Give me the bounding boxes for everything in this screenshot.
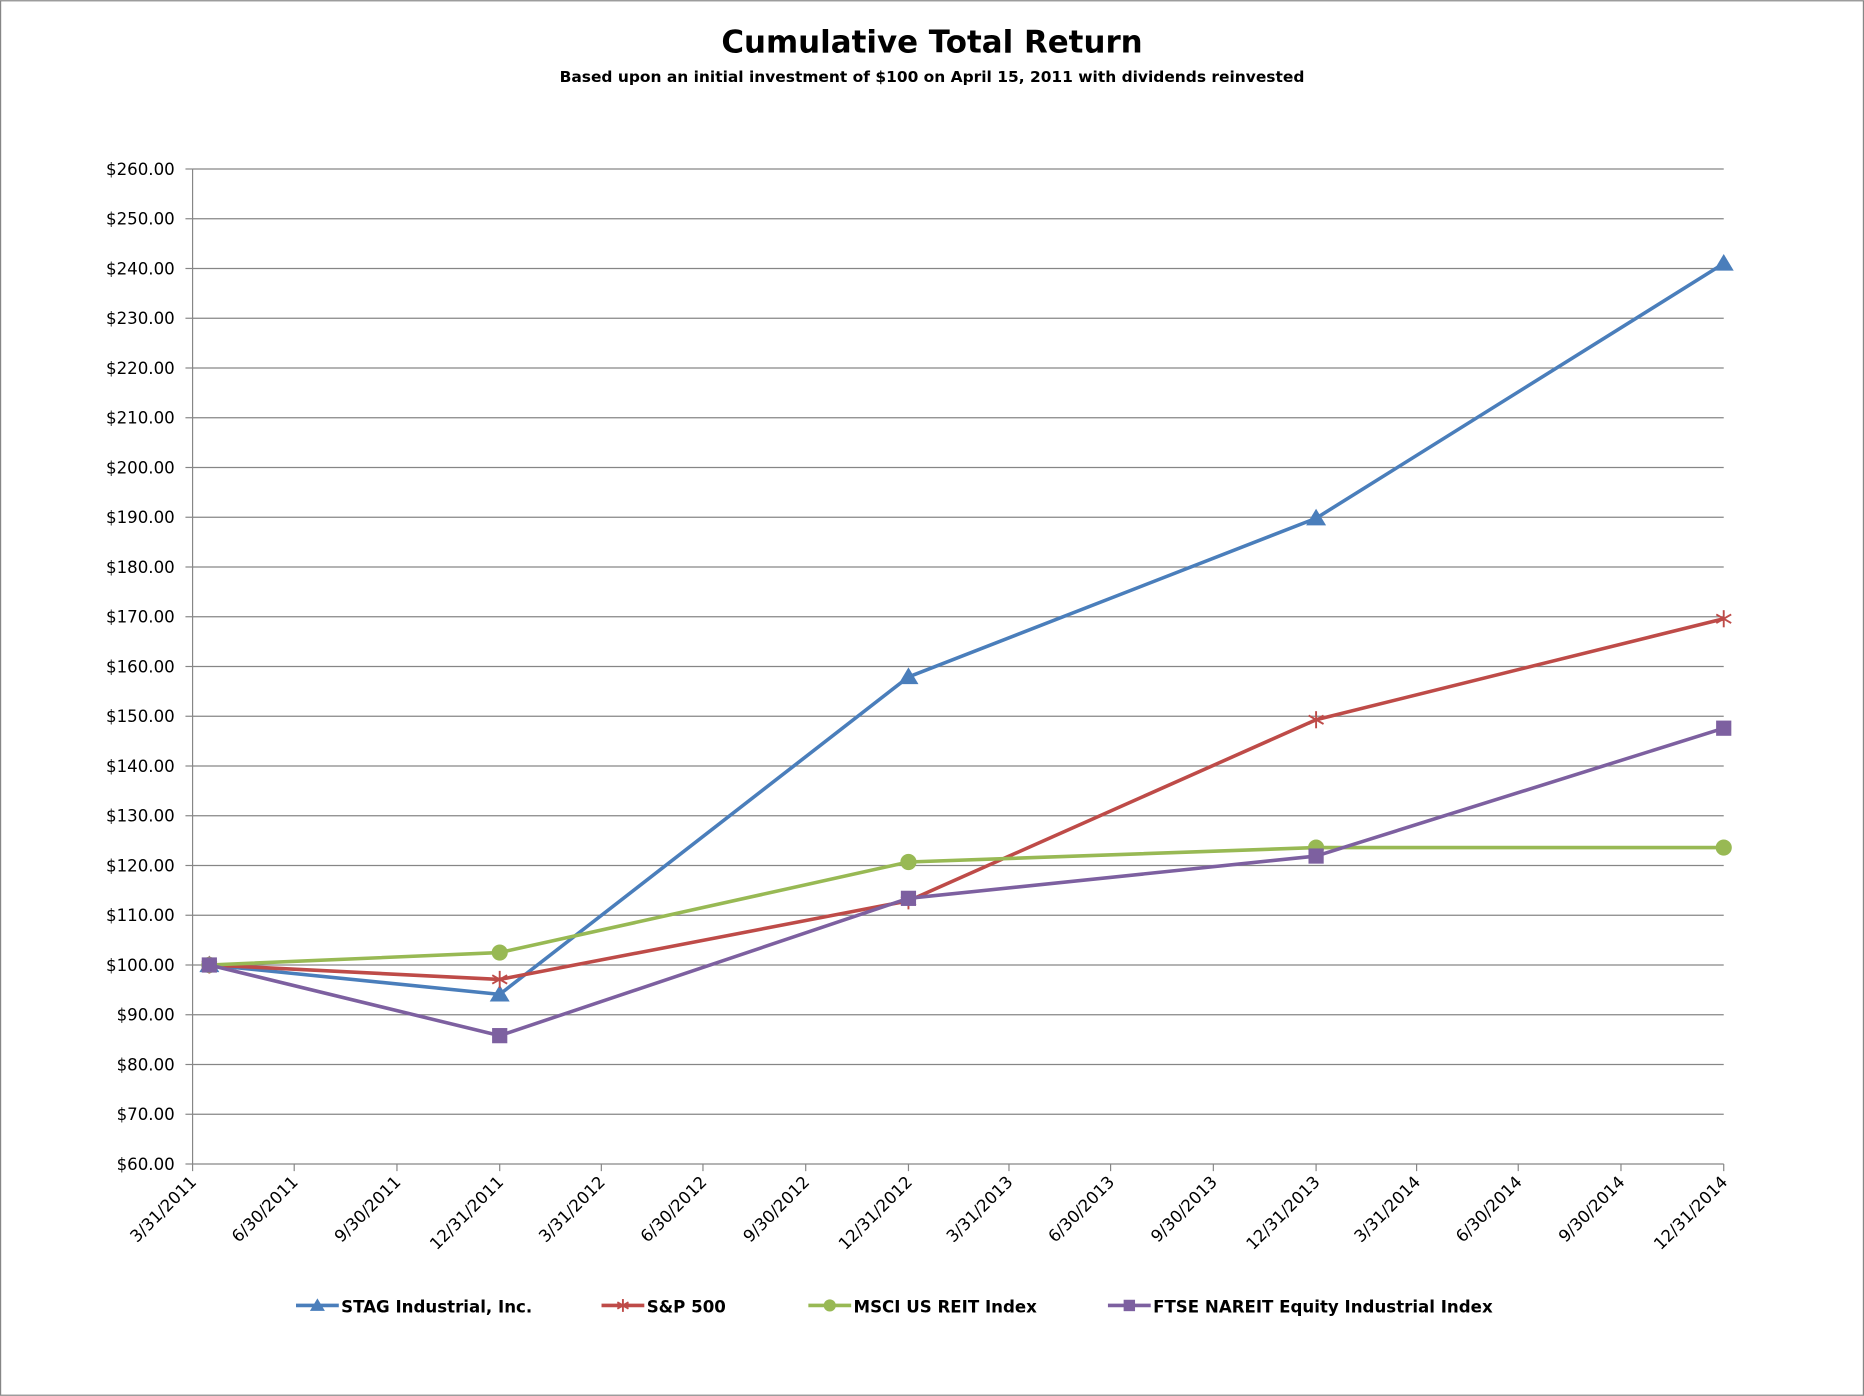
triangle-marker bbox=[898, 667, 919, 685]
square-marker bbox=[900, 890, 917, 906]
legend-item: FTSE NAREIT Equity Industrial Index bbox=[1107, 1298, 1493, 1317]
legend-label: FTSE NAREIT Equity Industrial Index bbox=[1153, 1298, 1493, 1317]
legend-item: MSCI US REIT Index bbox=[808, 1298, 1037, 1317]
circle-marker bbox=[900, 853, 917, 871]
y-tick-label: $120.00 bbox=[106, 856, 175, 875]
y-tick-label: $80.00 bbox=[117, 1055, 175, 1074]
y-tick-label: $220.00 bbox=[106, 359, 175, 378]
triangle-marker bbox=[309, 1298, 325, 1311]
y-tick-label: $200.00 bbox=[106, 458, 175, 477]
chart-subtitle: Based upon an initial investment of $100… bbox=[560, 68, 1305, 86]
y-tick-label: $260.00 bbox=[106, 160, 175, 179]
square-marker bbox=[1716, 720, 1732, 736]
y-tick-label: $140.00 bbox=[106, 757, 175, 776]
y-tick-label: $240.00 bbox=[106, 259, 175, 278]
circle-marker bbox=[491, 944, 508, 961]
legend-item: STAG Industrial, Inc. bbox=[296, 1298, 532, 1317]
legend-label: STAG Industrial, Inc. bbox=[341, 1298, 532, 1317]
asterisk-stroke bbox=[491, 974, 508, 985]
square-marker bbox=[1123, 1299, 1136, 1312]
y-tick-label: $230.00 bbox=[106, 309, 175, 328]
square-marker bbox=[201, 957, 217, 973]
legend-label: MSCI US REIT Index bbox=[854, 1298, 1038, 1317]
y-tick-label: $170.00 bbox=[106, 608, 175, 627]
y-tick-label: $150.00 bbox=[106, 707, 175, 726]
legend-item: S&P 500 bbox=[601, 1298, 726, 1317]
y-tick-label: $250.00 bbox=[106, 210, 175, 229]
y-tick-label: $190.00 bbox=[106, 508, 175, 527]
y-tick-label: $130.00 bbox=[106, 807, 175, 826]
y-tick-label: $210.00 bbox=[106, 409, 175, 428]
circle-marker bbox=[823, 1299, 836, 1312]
y-tick-label: $100.00 bbox=[106, 956, 175, 975]
legend-label: S&P 500 bbox=[647, 1298, 726, 1317]
triangle-marker bbox=[1713, 254, 1734, 271]
y-tick-label: $90.00 bbox=[117, 1006, 175, 1025]
asterisk-stroke bbox=[1308, 714, 1325, 725]
square-marker bbox=[492, 1028, 508, 1044]
asterisk-marker bbox=[491, 970, 508, 988]
triangle-marker bbox=[1306, 508, 1327, 526]
asterisk-marker bbox=[616, 1299, 629, 1312]
chart-title: Cumulative Total Return bbox=[721, 24, 1142, 60]
series-ftse-nareit-equity-industrial-index bbox=[201, 720, 1732, 1044]
asterisk-marker bbox=[1715, 610, 1732, 628]
y-tick-label: $160.00 bbox=[106, 657, 175, 676]
asterisk-marker bbox=[1308, 711, 1325, 729]
square-marker bbox=[1308, 848, 1324, 864]
asterisk-stroke bbox=[1715, 613, 1732, 624]
circle-marker bbox=[1715, 839, 1732, 856]
y-tick-label: $180.00 bbox=[106, 558, 175, 577]
asterisk-stroke bbox=[616, 1301, 629, 1310]
y-tick-label: $70.00 bbox=[117, 1105, 175, 1124]
y-tick-label: $60.00 bbox=[117, 1155, 175, 1174]
triangle-marker bbox=[489, 984, 510, 1002]
y-tick-label: $110.00 bbox=[106, 906, 175, 925]
